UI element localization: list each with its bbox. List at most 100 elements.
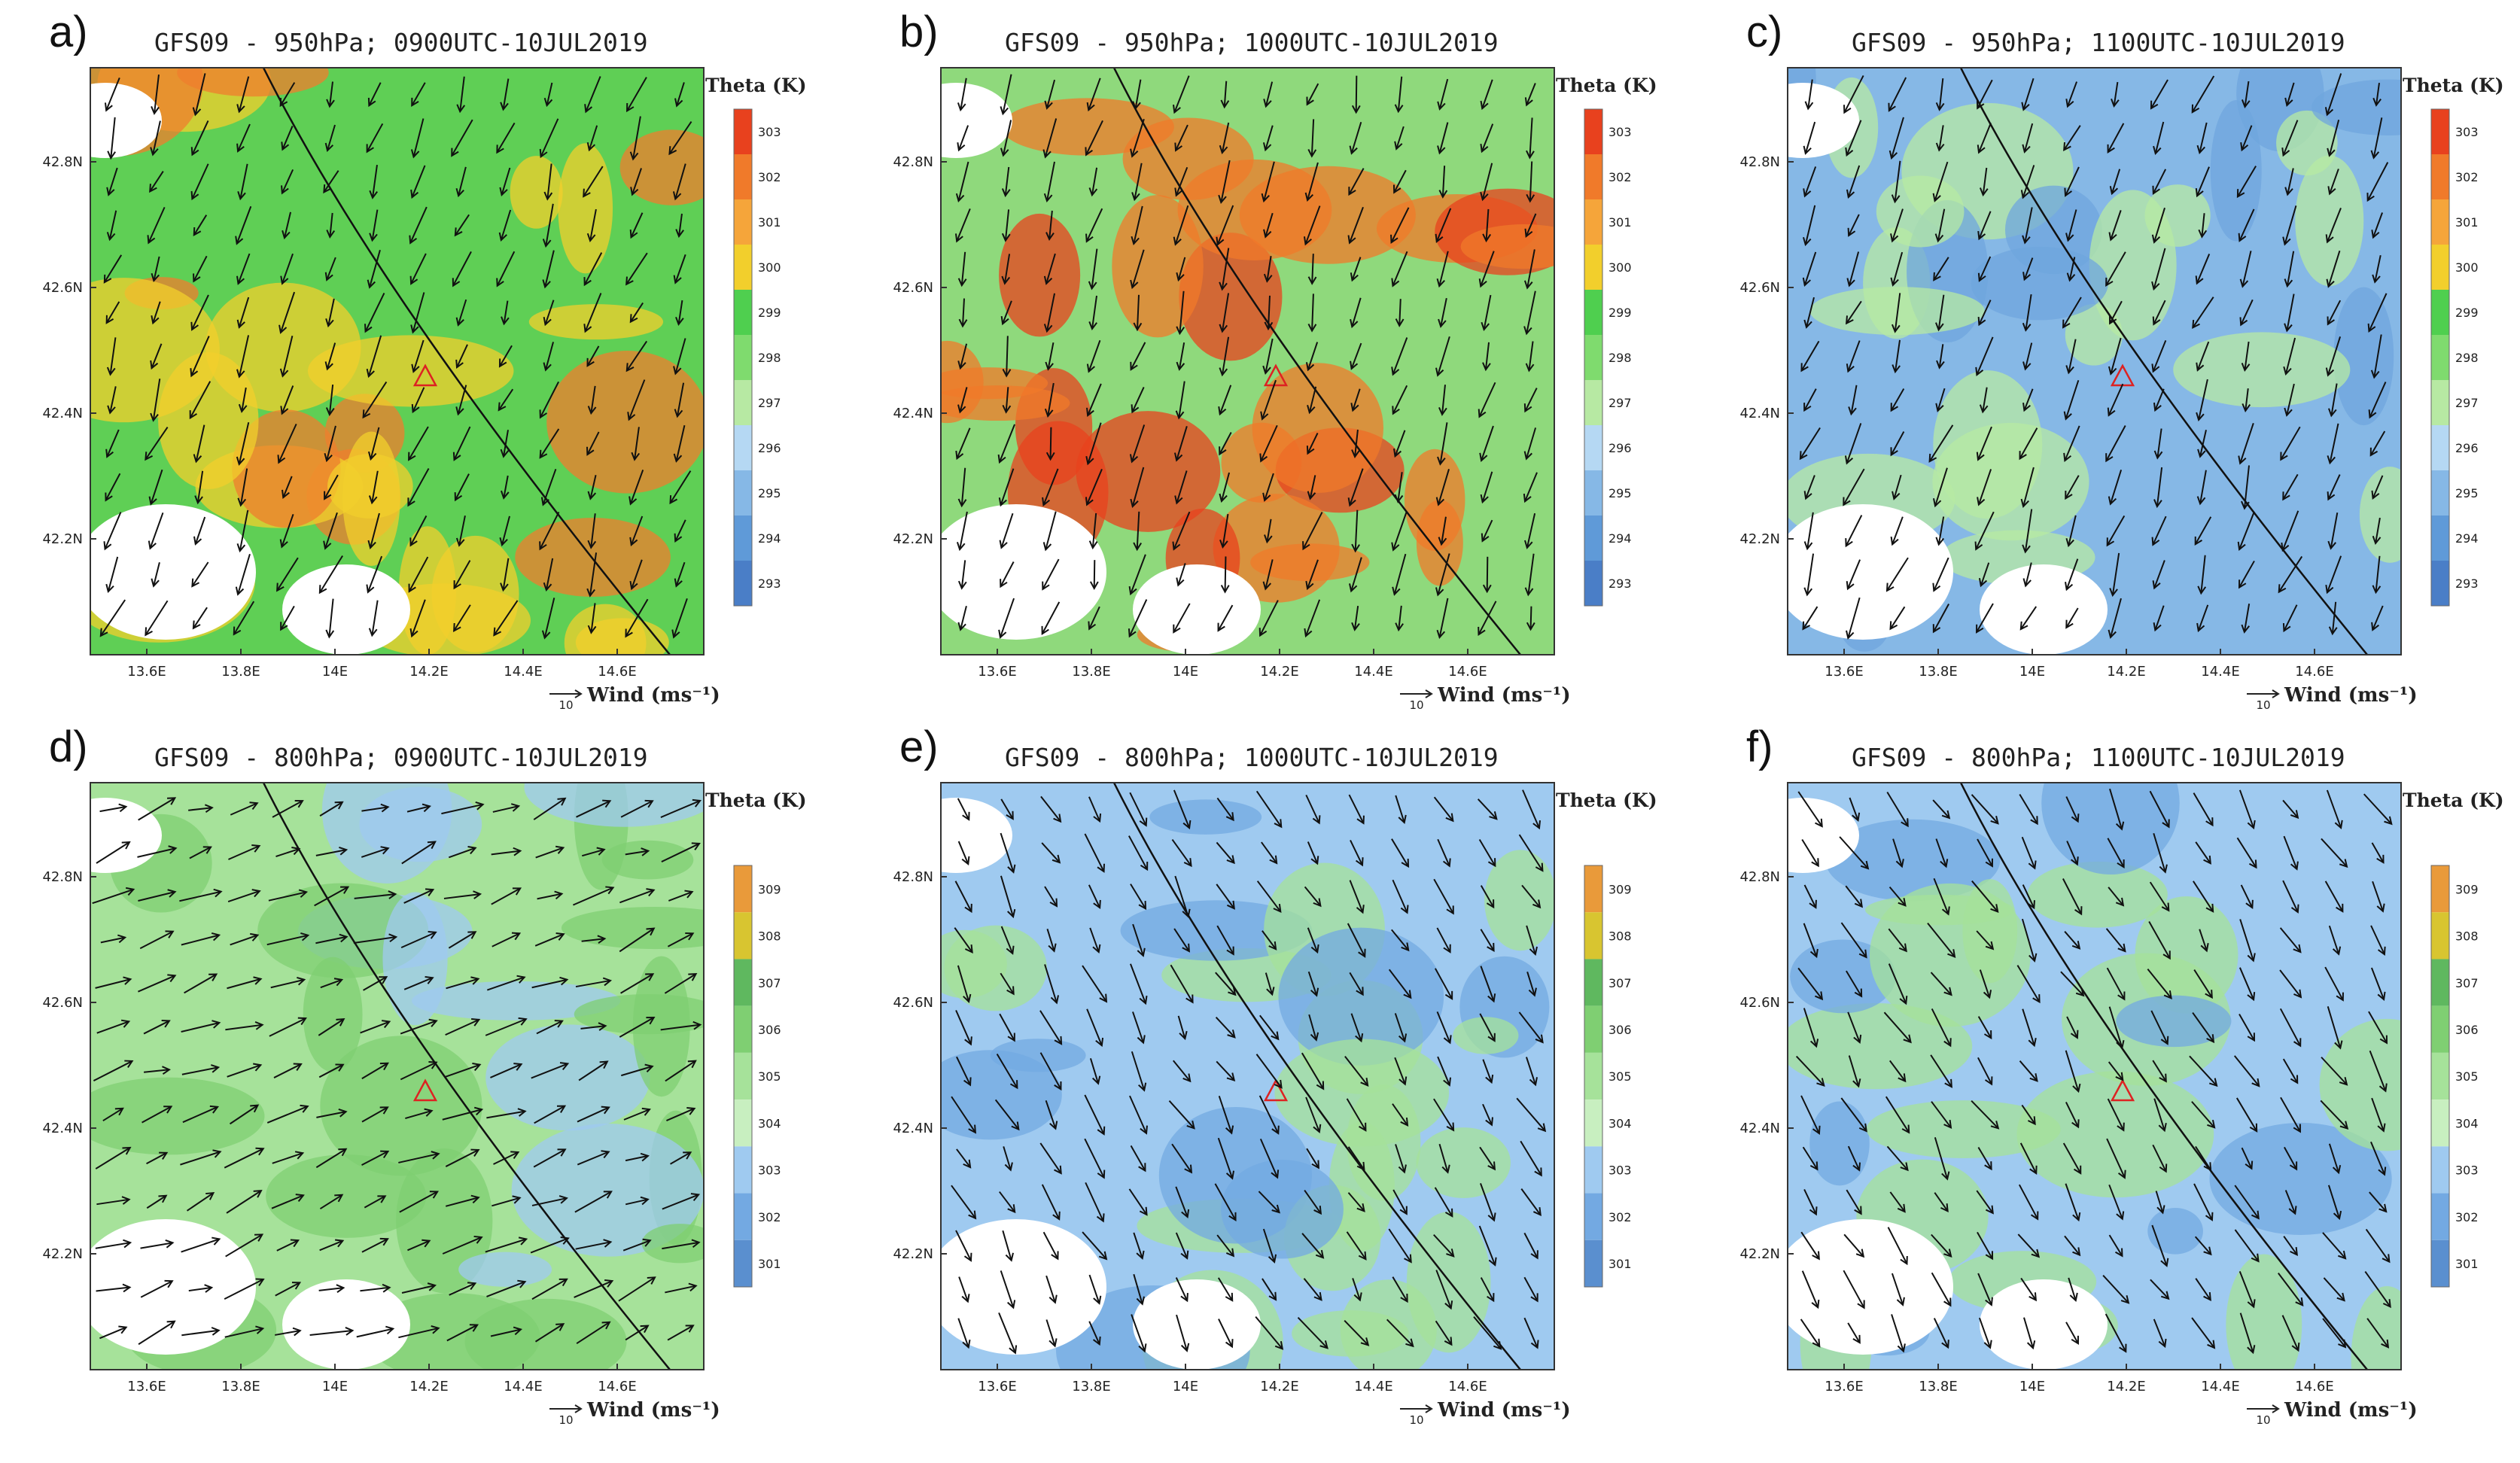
wind-arrowhead <box>999 540 1008 549</box>
wind-arrowhead <box>1435 233 1444 244</box>
wind-arrow <box>1133 205 1143 245</box>
wind-arrow <box>1803 1189 1817 1215</box>
wind-arrowhead <box>1042 542 1052 552</box>
wind-arrow <box>455 214 470 236</box>
wind-arrow <box>2065 1101 2080 1128</box>
wind-arrow <box>2322 1318 2346 1348</box>
wind-arrow <box>194 516 206 545</box>
wind-arrowhead <box>2327 148 2336 157</box>
wind-arrowhead <box>324 452 333 463</box>
wind-arrowhead <box>1088 621 1097 631</box>
wind-arrowhead <box>1133 322 1143 332</box>
theta-patch <box>1076 411 1221 532</box>
wind-arrowhead <box>334 1194 344 1203</box>
wind-arrowhead <box>1480 494 1489 504</box>
masked-area <box>941 83 1012 158</box>
wind-arrow <box>1806 512 1814 549</box>
wind-arrowhead <box>1393 448 1402 458</box>
wind-arrow <box>146 1151 167 1165</box>
wind-arrowhead <box>2063 411 2072 421</box>
wind-arrow <box>2238 1013 2255 1042</box>
wind-arrowhead <box>1478 278 1487 288</box>
wind-arrow <box>1085 120 1103 156</box>
wind-arrow <box>1388 969 1412 999</box>
wind-arrow <box>661 843 700 862</box>
wind-arrow <box>1982 167 1988 196</box>
wind-arrowhead <box>1225 812 1234 822</box>
wind-arrowhead <box>642 1238 652 1247</box>
wind-arrowhead <box>1487 1212 1496 1222</box>
colorbar-tick-label: 297 <box>2455 396 2479 410</box>
theta-patch <box>1278 927 1444 1066</box>
wind-arrow <box>542 468 557 506</box>
wind-arrow <box>577 1151 610 1166</box>
wind-arrow <box>1261 841 1277 864</box>
wind-arrowhead <box>2372 274 2381 284</box>
wind-arrow <box>229 1104 259 1125</box>
wind-arrow <box>1840 1097 1867 1132</box>
wind-arrow <box>2327 300 2342 325</box>
wind-arrowhead <box>454 492 463 502</box>
wind-arrowhead <box>543 362 552 372</box>
wind-arrowhead <box>291 846 301 856</box>
wind-arrow <box>2199 470 2207 504</box>
colorbar-tick-label: 303 <box>758 125 781 139</box>
lon-tick-label: 14.2E <box>1260 1379 1298 1395</box>
wind-arrowhead <box>691 842 701 850</box>
wind-arrowhead <box>558 1278 568 1287</box>
wind-arrowhead <box>2108 232 2117 242</box>
wind-arrow <box>2108 1234 2123 1257</box>
wind-arrow <box>1393 553 1407 595</box>
wind-arrow <box>577 1106 610 1123</box>
wind-arrow <box>399 1191 438 1213</box>
wind-arrow <box>2368 293 2388 332</box>
wind-arrowhead <box>1260 411 1269 421</box>
wind-arrow <box>1937 516 1945 545</box>
wind-arrow <box>999 1013 1015 1042</box>
wind-arrow <box>1262 930 1277 950</box>
wind-arrowhead <box>1129 454 1139 464</box>
wind-arrowhead <box>957 360 966 370</box>
wind-arrow <box>238 297 250 328</box>
wind-arrowhead <box>1092 944 1101 954</box>
wind-arrowhead <box>1480 144 1489 154</box>
map-frame <box>90 782 705 1370</box>
wind-arrow <box>228 845 260 860</box>
wind-arrow <box>109 386 117 413</box>
wind-arrow <box>453 426 471 461</box>
wind-arrow <box>2191 1317 2215 1349</box>
wind-arrowhead <box>253 976 263 985</box>
wind-arrow <box>1433 796 1454 822</box>
wind-arrow <box>2025 294 2032 331</box>
wind-arrowhead <box>2020 190 2029 199</box>
colorbar-segment <box>1584 959 1602 1006</box>
wind-arrowhead <box>1932 582 1941 592</box>
wind-arrowhead <box>2371 622 2379 631</box>
wind-arrowhead <box>957 102 966 112</box>
wind-arrowhead <box>1890 277 1899 287</box>
wind-arrow <box>1525 427 1537 459</box>
wind-arrow <box>2283 1236 2298 1255</box>
wind-arrow <box>324 512 338 549</box>
wind-arrowhead <box>1044 408 1054 418</box>
wind-arrowhead <box>539 409 548 419</box>
wind-arrowhead <box>211 1064 221 1073</box>
wind-arrowhead <box>105 492 113 502</box>
wind-arrow <box>1441 385 1446 415</box>
wind-arrow <box>1128 599 1148 637</box>
wind-arrowhead <box>121 1196 131 1205</box>
wind-arrowhead <box>1890 447 1898 457</box>
wind-arrow <box>1890 388 1905 412</box>
wind-arrowhead <box>340 886 350 894</box>
wind-ref-value: 10 <box>1409 698 1423 712</box>
wind-arrow <box>1307 433 1319 454</box>
theta-patch <box>564 604 647 655</box>
wind-arrow <box>453 604 471 631</box>
colorbar-tick-label: 308 <box>1608 929 1632 944</box>
wind-arrowhead <box>1944 1078 1952 1088</box>
wind-arrowhead <box>2117 1169 2126 1179</box>
wind-arrow <box>1218 1096 1233 1133</box>
colorbar-tick-label: 294 <box>758 531 781 546</box>
wind-arrowhead <box>190 190 199 201</box>
wind-arrowhead <box>103 274 112 284</box>
